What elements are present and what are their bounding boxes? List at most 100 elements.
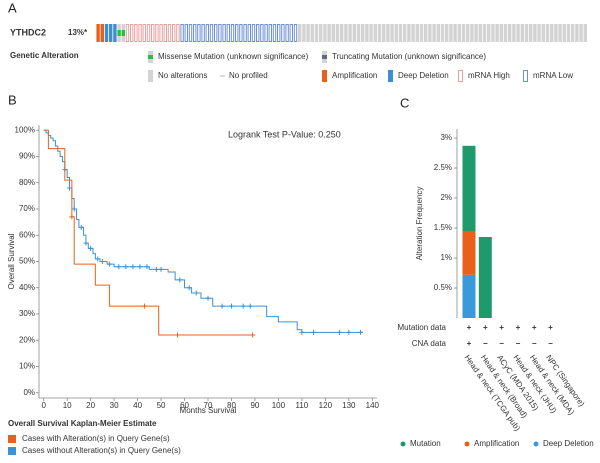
cell [516, 24, 520, 42]
censor-mark [144, 264, 150, 270]
cell [209, 24, 214, 42]
cell [436, 24, 440, 42]
censor-mark [153, 266, 159, 272]
profile-mark: − [548, 339, 553, 348]
cell [495, 24, 499, 42]
cell [251, 24, 256, 42]
cell [487, 24, 491, 42]
cell [361, 24, 365, 42]
y-tick-label: 20% [19, 335, 35, 344]
cell [503, 24, 508, 42]
cell [377, 24, 382, 42]
y-tick-label: 1.5% [434, 223, 452, 232]
profile-mark: + [532, 323, 537, 332]
panel-label: A [8, 0, 17, 15]
y-tick-label: 80% [19, 178, 35, 187]
cell [256, 24, 260, 42]
cell [550, 24, 554, 42]
profile-mark: − [532, 339, 537, 348]
cell [138, 24, 142, 42]
row-label: Mutation data [398, 323, 447, 332]
cell [558, 24, 562, 42]
y-axis-title: Overall Survival [7, 233, 16, 289]
cell [407, 24, 411, 42]
cell [524, 24, 529, 42]
cell [218, 24, 222, 42]
cell [104, 24, 109, 42]
legend-label: Deep Deletion [543, 439, 594, 448]
cell [428, 24, 432, 42]
censor-mark [177, 277, 183, 283]
bar-segment [462, 274, 476, 318]
cell [323, 24, 327, 42]
cell [520, 24, 524, 42]
cell [554, 24, 558, 42]
profile-mark: + [499, 323, 504, 332]
cell-mutation [121, 30, 125, 36]
y-tick-label: 0.5% [434, 283, 452, 292]
cell [260, 24, 264, 42]
cell [201, 24, 205, 42]
cell [562, 24, 566, 42]
cell [356, 24, 361, 42]
cell [415, 24, 419, 42]
profile-mark: + [483, 323, 488, 332]
censor-mark [311, 329, 317, 335]
y-tick-label: 3% [440, 133, 452, 142]
cell [478, 24, 482, 42]
bar-segment [478, 237, 492, 318]
cell [239, 24, 243, 42]
cell [579, 24, 583, 42]
x-tick-label: 90 [250, 401, 259, 410]
censor-mark [193, 290, 199, 296]
cell [226, 24, 231, 42]
cell [163, 24, 168, 42]
cell [159, 24, 163, 42]
cell [193, 24, 197, 42]
y-tick-label: 100% [15, 125, 35, 134]
cell [298, 24, 302, 42]
cell [512, 24, 516, 42]
profile-mark: + [516, 323, 521, 332]
cell [214, 24, 218, 42]
cell [499, 24, 503, 42]
cell [176, 24, 180, 42]
cell [445, 24, 449, 42]
cell [365, 24, 369, 42]
cell-mutation [117, 30, 121, 36]
censor-mark [205, 295, 211, 301]
y-tick-label: 2% [440, 193, 452, 202]
censor-mark [69, 214, 75, 220]
legend-label: Truncating Mutation (unknown significanc… [332, 52, 486, 61]
censor-mark [67, 185, 73, 191]
bar-segment [462, 145, 476, 232]
cell [474, 24, 478, 42]
cell [172, 24, 176, 42]
legend-label: Mutation [410, 439, 441, 448]
chart-title: Overall Survival Kaplan-Meier Estimate [8, 419, 157, 428]
legend-label: No profiled [229, 71, 268, 80]
cell [148, 70, 153, 82]
row-label: CNA data [412, 339, 447, 348]
y-tick-label: 50% [19, 257, 35, 266]
legend-label: Amplification [474, 439, 519, 448]
censor-mark [186, 285, 192, 291]
y-tick-label: 90% [19, 152, 35, 161]
panel-label: B [8, 92, 17, 107]
cell [146, 24, 151, 42]
legend-label: Deep Deletion [398, 71, 449, 80]
cell [302, 24, 306, 42]
censor-mark [346, 329, 352, 335]
cell [331, 24, 335, 42]
x-tick-label: 140 [366, 401, 380, 410]
y-tick-label: 40% [19, 283, 35, 292]
x-tick-label: 20 [86, 401, 95, 410]
y-tick-label: 10% [19, 362, 35, 371]
cell [205, 24, 210, 42]
legend-marker [533, 441, 539, 447]
cell [319, 24, 323, 42]
cell [453, 24, 457, 42]
censor-mark [358, 329, 364, 335]
cell [533, 24, 537, 42]
cell [575, 24, 579, 42]
